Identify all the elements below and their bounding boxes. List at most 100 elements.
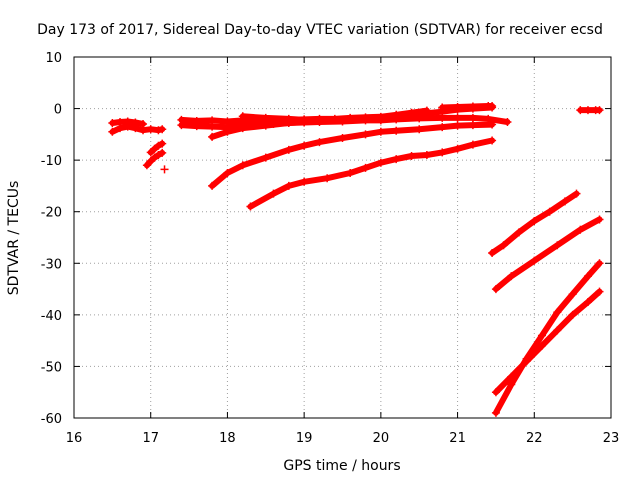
data-point-marker [488,136,497,145]
data-point-marker [376,116,385,125]
data-point-marker [595,259,604,268]
data-point-marker [583,297,592,306]
y-tick-label: -60 [41,412,62,427]
y-tick-label: 10 [45,51,62,66]
data-point-marker [530,216,539,225]
data-point-marker [453,144,462,153]
data-point-marker [583,106,592,115]
data-point-marker [376,127,385,136]
data-point-marker [415,114,424,123]
data-point-marker [154,126,163,135]
y-tick-label: -30 [41,257,62,272]
data-point-marker [568,310,577,319]
data-point-marker [392,155,401,164]
data-point-marker [123,117,132,126]
data-point-marker [376,158,385,167]
x-tick-label: 16 [66,431,83,446]
data-point-marker [208,122,217,131]
plot-frame [73,56,612,419]
data-point-marker [223,169,232,178]
data-point-marker [514,228,523,237]
data-point-marker [238,112,247,121]
x-tick-label: 19 [296,431,313,446]
data-point-marker [488,101,497,110]
y-tick-label: -40 [41,309,62,324]
data-point-marker [323,174,332,183]
data-track [209,121,496,189]
data-point-marker [146,125,155,134]
data-point-marker [361,116,370,125]
data-point-marker [453,121,462,130]
data-point-marker [576,106,585,115]
data-point-marker [595,215,604,224]
x-tick-labels: 16 17 18 19 20 21 22 23 [66,431,620,446]
x-tick-label: 23 [603,431,620,446]
data-point-marker [261,113,270,122]
data-point-marker [468,113,477,122]
data-point-marker [142,161,151,170]
data-point-marker [116,117,125,126]
data-point-marker [139,120,148,129]
data-point-marker [300,177,309,186]
y-tick-label: -50 [41,360,62,375]
data-point-marker [284,119,293,128]
data-point-marker [284,145,293,154]
data-point-marker [361,130,370,139]
data-point-marker [468,102,477,111]
data-point-marker [595,287,604,296]
data-point-marker [438,103,447,112]
data-point-marker [507,380,516,389]
data-point-marker [160,165,169,174]
data-point-marker [491,285,500,294]
data-track [147,140,166,156]
data-point-marker [246,202,255,211]
y-tick-label: 0 [54,103,62,118]
x-tick-label: 22 [526,431,543,446]
data-point-marker [261,153,270,162]
data-point-marker [392,115,401,124]
data-point-marker [484,114,493,123]
x-tick-label: 20 [373,431,390,446]
grid [74,57,611,418]
data-point-marker [499,241,508,250]
data-point-marker [300,118,309,127]
x-axis-label: GPS time / hours [283,458,400,474]
data-point-marker [560,197,569,206]
data-point-marker [507,272,516,281]
data-point-marker [453,113,462,122]
axis-ticks [73,56,612,419]
data-track [492,216,603,293]
data-point-marker [453,103,462,112]
data-point-marker [583,272,592,281]
data-point-marker [131,118,140,127]
data-point-marker [491,388,500,397]
data-point-marker [488,120,497,129]
data-point-marker [158,139,167,148]
y-axis-label: SDTVAR / TECUs [6,181,22,296]
data-point-marker [223,127,232,136]
data-point-marker [346,169,355,178]
data-point-marker [177,121,186,130]
data-point-marker [468,121,477,130]
data-point-marker [238,161,247,170]
data-point-marker [503,117,512,126]
data-point-marker [108,119,117,128]
data-point-marker [522,354,531,363]
data-point-marker [438,148,447,157]
data-point-marker [545,207,554,216]
data-point-marker [158,125,167,134]
chart-title: Day 173 of 2017, Sidereal Day-to-day VTE… [37,22,603,38]
data-point-marker [361,163,370,172]
data-point-marker [284,181,293,190]
y-tick-label: -10 [41,154,62,169]
data-point-marker [146,148,155,157]
x-tick-label: 21 [449,431,466,446]
data-point-marker [568,290,577,299]
data-point-marker [415,125,424,134]
data-point-marker [572,189,581,198]
data-point-marker [576,225,585,234]
y-tick-label: -20 [41,206,62,221]
data-point-marker [422,150,431,159]
data-point-marker [315,117,324,126]
